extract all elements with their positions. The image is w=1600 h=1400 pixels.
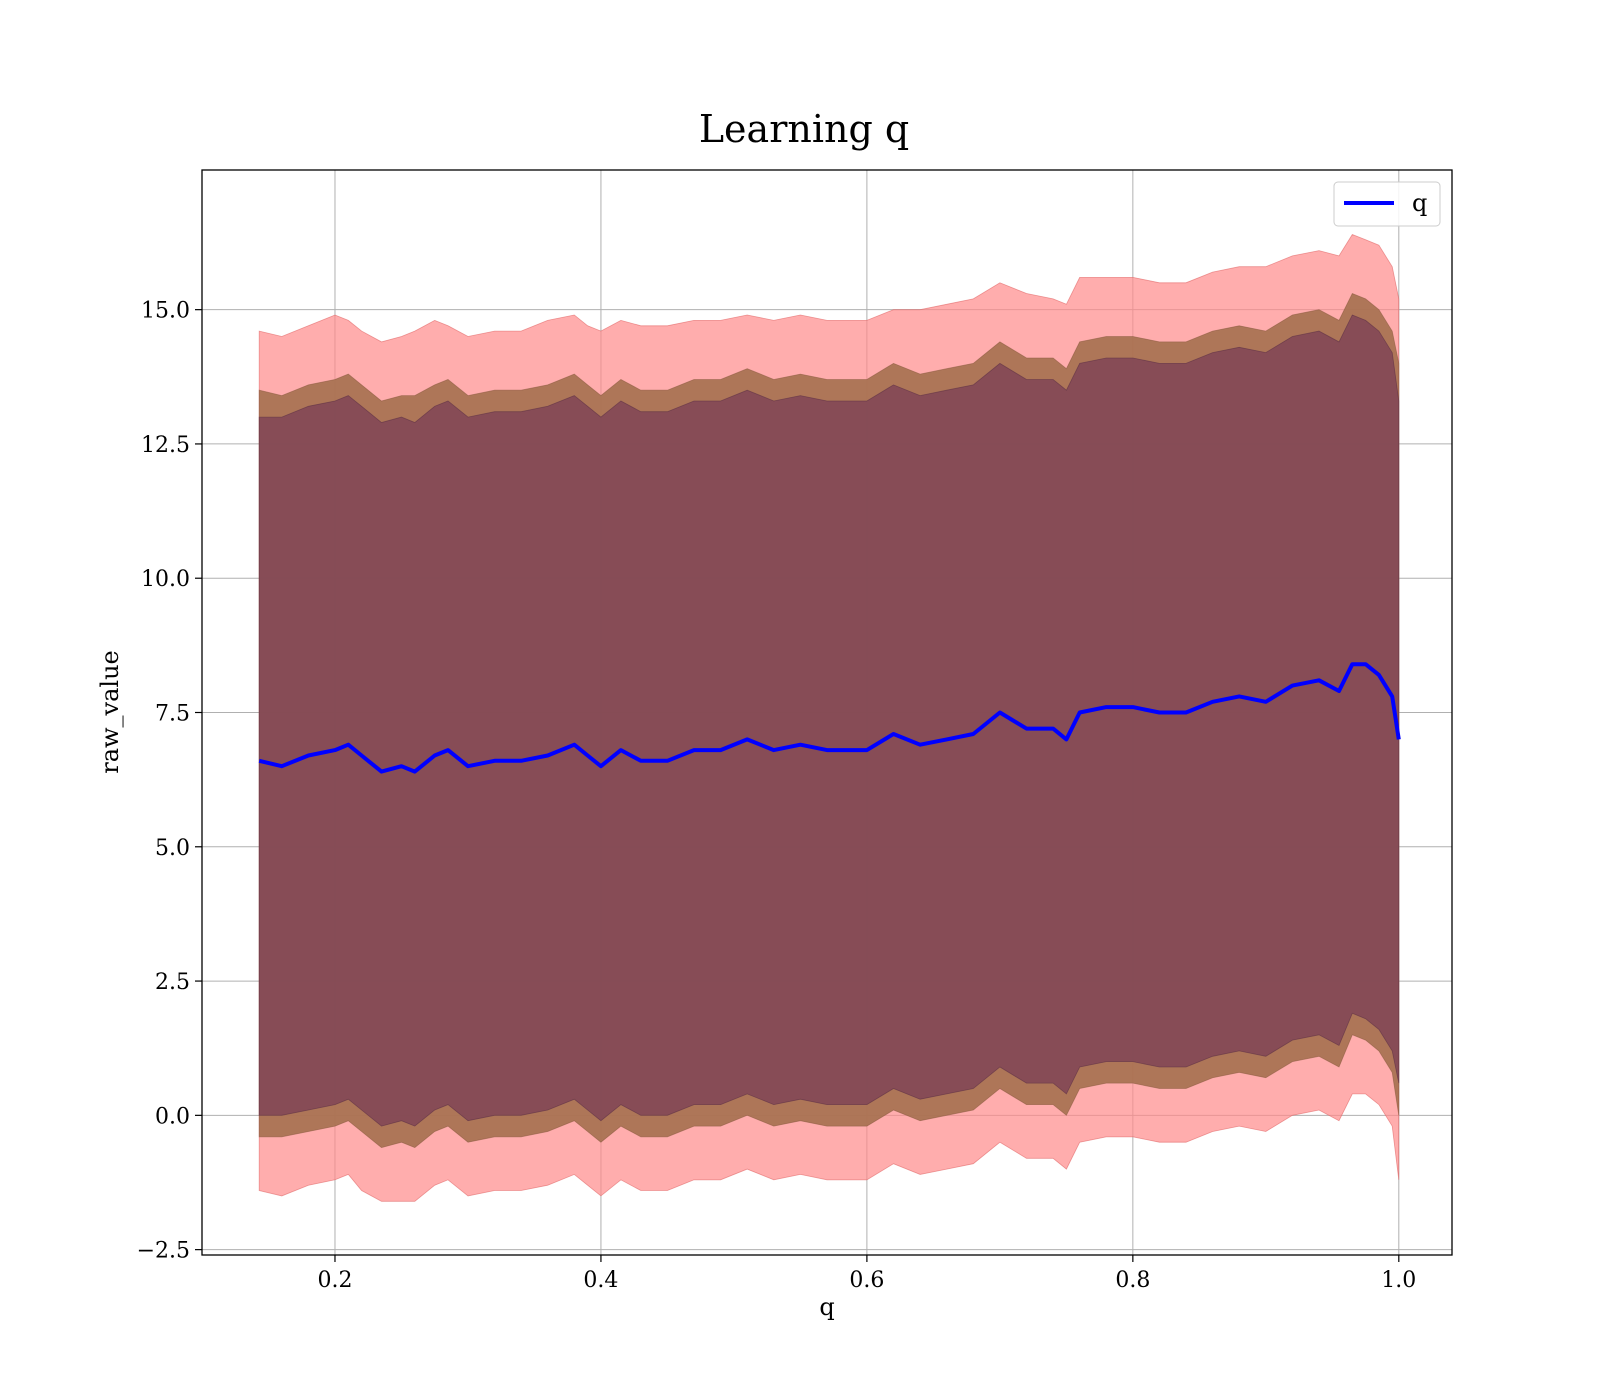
axis-ticks: 0.2 0.4 0.6 0.8 1.0 −2.5 0.0 2.5 5.0 7.5 10.0 12.5 1… — [137, 299, 1417, 1293]
x-tick-label: 0.6 — [849, 1268, 884, 1293]
y-tick-label: 15.0 — [141, 299, 190, 324]
band-inner — [258, 314, 1400, 1127]
y-tick-label: 0.0 — [155, 1104, 190, 1129]
series-lines — [258, 662, 1401, 774]
chart-title: Learning q — [699, 107, 909, 151]
x-tick-label: 0.8 — [1115, 1268, 1150, 1293]
y-tick-label: 7.5 — [155, 702, 190, 727]
x-tick-label: 0.4 — [583, 1268, 618, 1293]
legend: q — [1333, 181, 1441, 227]
confidence-bands — [258, 234, 1400, 1202]
x-tick-label: 0.2 — [317, 1268, 352, 1293]
y-tick-label: 10.0 — [141, 567, 190, 592]
x-axis-label: q — [819, 1293, 834, 1321]
y-tick-label: 12.5 — [141, 433, 190, 458]
legend-label-q: q — [1412, 189, 1427, 217]
series-line-q — [258, 662, 1401, 774]
y-tick-label: 2.5 — [155, 970, 190, 995]
y-axis-label: raw_value — [96, 650, 124, 774]
x-tick-label: 1.0 — [1381, 1268, 1416, 1293]
y-tick-label: 5.0 — [155, 836, 190, 861]
y-tick-label: −2.5 — [137, 1239, 190, 1264]
